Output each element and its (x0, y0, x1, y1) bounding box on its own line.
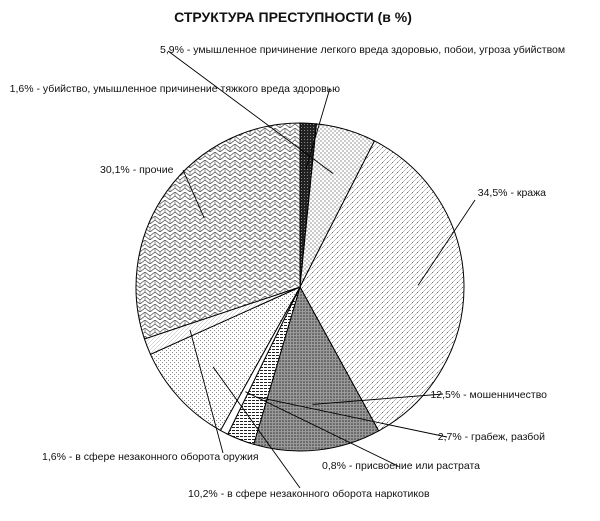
leader-line-4 (312, 393, 444, 405)
chart-title: СТРУКТУРА ПРЕСТУПНОСТИ (в %) (174, 9, 412, 25)
slice-label-8: 1,6% - в сфере незаконного оборота оружи… (42, 451, 259, 463)
slice-label-6: 0,8% - присвоение или растрата (322, 460, 480, 472)
leader-line-2 (167, 50, 334, 175)
leader-line-9 (182, 169, 205, 219)
leader-lines (167, 50, 476, 489)
pie-slices (135, 122, 465, 452)
leader-line-5 (257, 396, 448, 438)
slice-label-4: 12,5% - мошенничество (430, 389, 547, 401)
slice-label-5: 2,7% - грабеж, разбой (438, 431, 545, 443)
leader-line-3 (417, 199, 476, 286)
pie-slice-7 (149, 285, 302, 432)
pie-slice-4 (253, 285, 380, 452)
leader-line-7 (212, 366, 301, 489)
slice-labels: 1,6% - убийство, умышленное причинение т… (10, 44, 565, 500)
slice-label-2: 5,9% - умышленное причинение легкого вре… (160, 44, 565, 56)
pie-slice-3 (299, 140, 465, 432)
pie-slice-9 (135, 122, 301, 340)
slice-label-9: 30,1% - прочие (100, 164, 174, 176)
slice-label-3: 34,5% - кража (478, 187, 546, 199)
slice-label-7: 10,2% - в сфере незаконного оборота нарк… (188, 488, 430, 500)
leader-line-6 (245, 391, 399, 467)
leader-line-1 (305, 87, 331, 170)
leader-line-8 (189, 329, 224, 454)
slice-label-1: 1,6% - убийство, умышленное причинение т… (10, 83, 340, 95)
